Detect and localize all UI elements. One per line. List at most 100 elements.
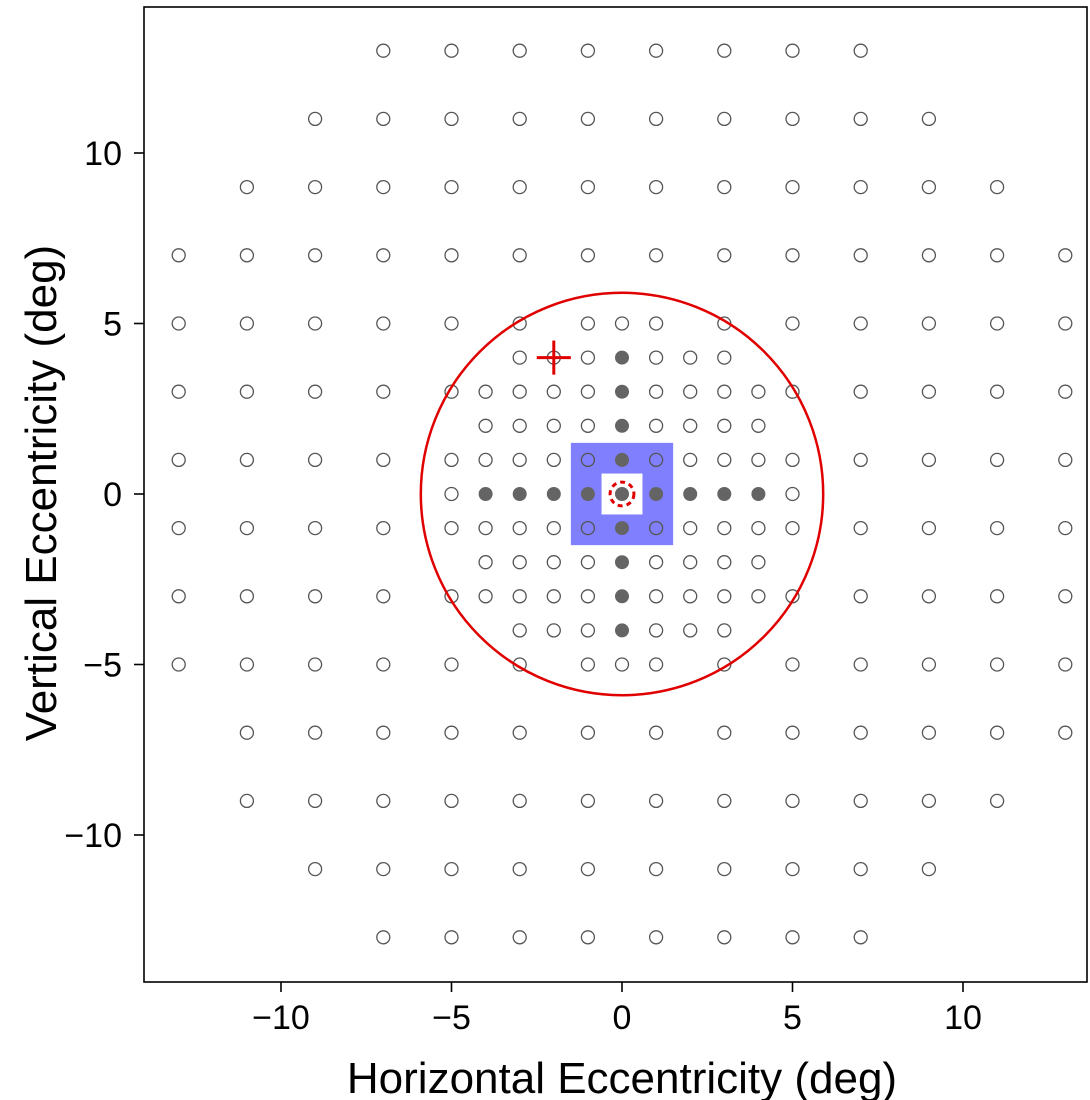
open-point xyxy=(512,452,527,468)
open-point xyxy=(648,657,664,672)
open-point xyxy=(853,384,868,399)
open-point xyxy=(546,623,561,638)
open-point xyxy=(307,111,323,127)
open-point xyxy=(785,520,800,536)
open-point xyxy=(614,316,630,331)
filled-point xyxy=(717,487,732,501)
open-point xyxy=(444,657,459,672)
open-point xyxy=(785,452,800,468)
open-point xyxy=(1058,384,1073,399)
open-point xyxy=(239,179,255,195)
open-point xyxy=(717,725,732,740)
open-point xyxy=(512,248,527,263)
open-point xyxy=(171,657,186,672)
overlay-layer xyxy=(419,291,825,697)
open-point xyxy=(648,179,664,195)
filled-point xyxy=(615,521,629,536)
open-point xyxy=(785,43,800,58)
open-point xyxy=(717,179,732,195)
open-point xyxy=(989,657,1005,672)
filled-point xyxy=(751,487,766,501)
open-point xyxy=(546,555,561,570)
open-point xyxy=(376,520,391,536)
open-point xyxy=(1058,589,1073,604)
open-point xyxy=(171,384,186,399)
open-point xyxy=(512,43,527,58)
open-point xyxy=(580,418,596,433)
open-point xyxy=(717,861,732,877)
open-point xyxy=(921,657,937,672)
open-point xyxy=(683,350,698,365)
x-axis: −10 −5 0 5 10 xyxy=(252,982,982,1037)
open-point xyxy=(444,793,459,809)
open-point xyxy=(989,725,1005,740)
open-point xyxy=(921,384,937,399)
open-point xyxy=(580,520,596,536)
open-point xyxy=(853,793,868,809)
open-point xyxy=(512,179,527,195)
open-point xyxy=(478,418,493,433)
target-marker xyxy=(608,480,636,508)
open-point xyxy=(853,179,868,195)
open-point xyxy=(239,316,255,331)
open-point xyxy=(853,520,868,536)
open-point xyxy=(444,452,459,468)
open-point xyxy=(444,43,459,58)
open-point xyxy=(989,793,1005,809)
open-point xyxy=(683,384,698,399)
open-point xyxy=(376,725,391,740)
open-point xyxy=(785,111,800,127)
open-point xyxy=(580,384,596,399)
filled-point xyxy=(478,487,493,501)
open-point xyxy=(307,384,323,399)
open-point xyxy=(648,861,664,877)
open-point xyxy=(989,316,1005,331)
open-point xyxy=(580,657,596,672)
filled-point xyxy=(580,487,595,501)
open-point xyxy=(512,589,527,604)
open-point xyxy=(717,623,732,638)
open-point xyxy=(580,452,596,468)
open-point xyxy=(376,793,391,809)
open-point xyxy=(648,418,664,433)
open-point xyxy=(648,555,664,570)
open-point xyxy=(171,248,186,263)
open-point xyxy=(376,657,391,672)
y-tick-label: 10 xyxy=(84,135,122,173)
open-point xyxy=(785,657,800,672)
open-point xyxy=(580,589,596,604)
open-point xyxy=(580,350,596,365)
filled-point xyxy=(615,452,629,467)
open-point xyxy=(307,793,323,809)
open-point xyxy=(580,930,596,945)
open-point xyxy=(239,793,255,809)
open-point xyxy=(580,555,596,570)
open-point xyxy=(989,179,1005,195)
open-point xyxy=(307,520,323,536)
open-point xyxy=(717,793,732,809)
open-point xyxy=(171,316,186,331)
open-point xyxy=(444,861,459,877)
filled-point xyxy=(546,487,561,501)
open-point xyxy=(648,589,664,604)
filled-point xyxy=(615,487,629,501)
open-point xyxy=(921,589,937,604)
open-point xyxy=(171,520,186,536)
open-point xyxy=(683,520,698,536)
open-point xyxy=(546,520,561,536)
open-point xyxy=(785,486,800,502)
open-point xyxy=(921,861,937,877)
x-axis-title: Horizontal Eccentricity (deg) xyxy=(347,1054,897,1100)
open-point xyxy=(648,350,664,365)
open-point xyxy=(751,418,766,433)
open-point xyxy=(751,384,766,399)
open-point xyxy=(444,486,459,502)
open-point xyxy=(648,43,664,58)
open-point xyxy=(921,316,937,331)
open-point xyxy=(853,452,868,468)
open-point xyxy=(853,589,868,604)
y-tick-label: −10 xyxy=(64,817,122,855)
open-point xyxy=(478,555,493,570)
open-point xyxy=(307,861,323,877)
open-point xyxy=(478,520,493,536)
